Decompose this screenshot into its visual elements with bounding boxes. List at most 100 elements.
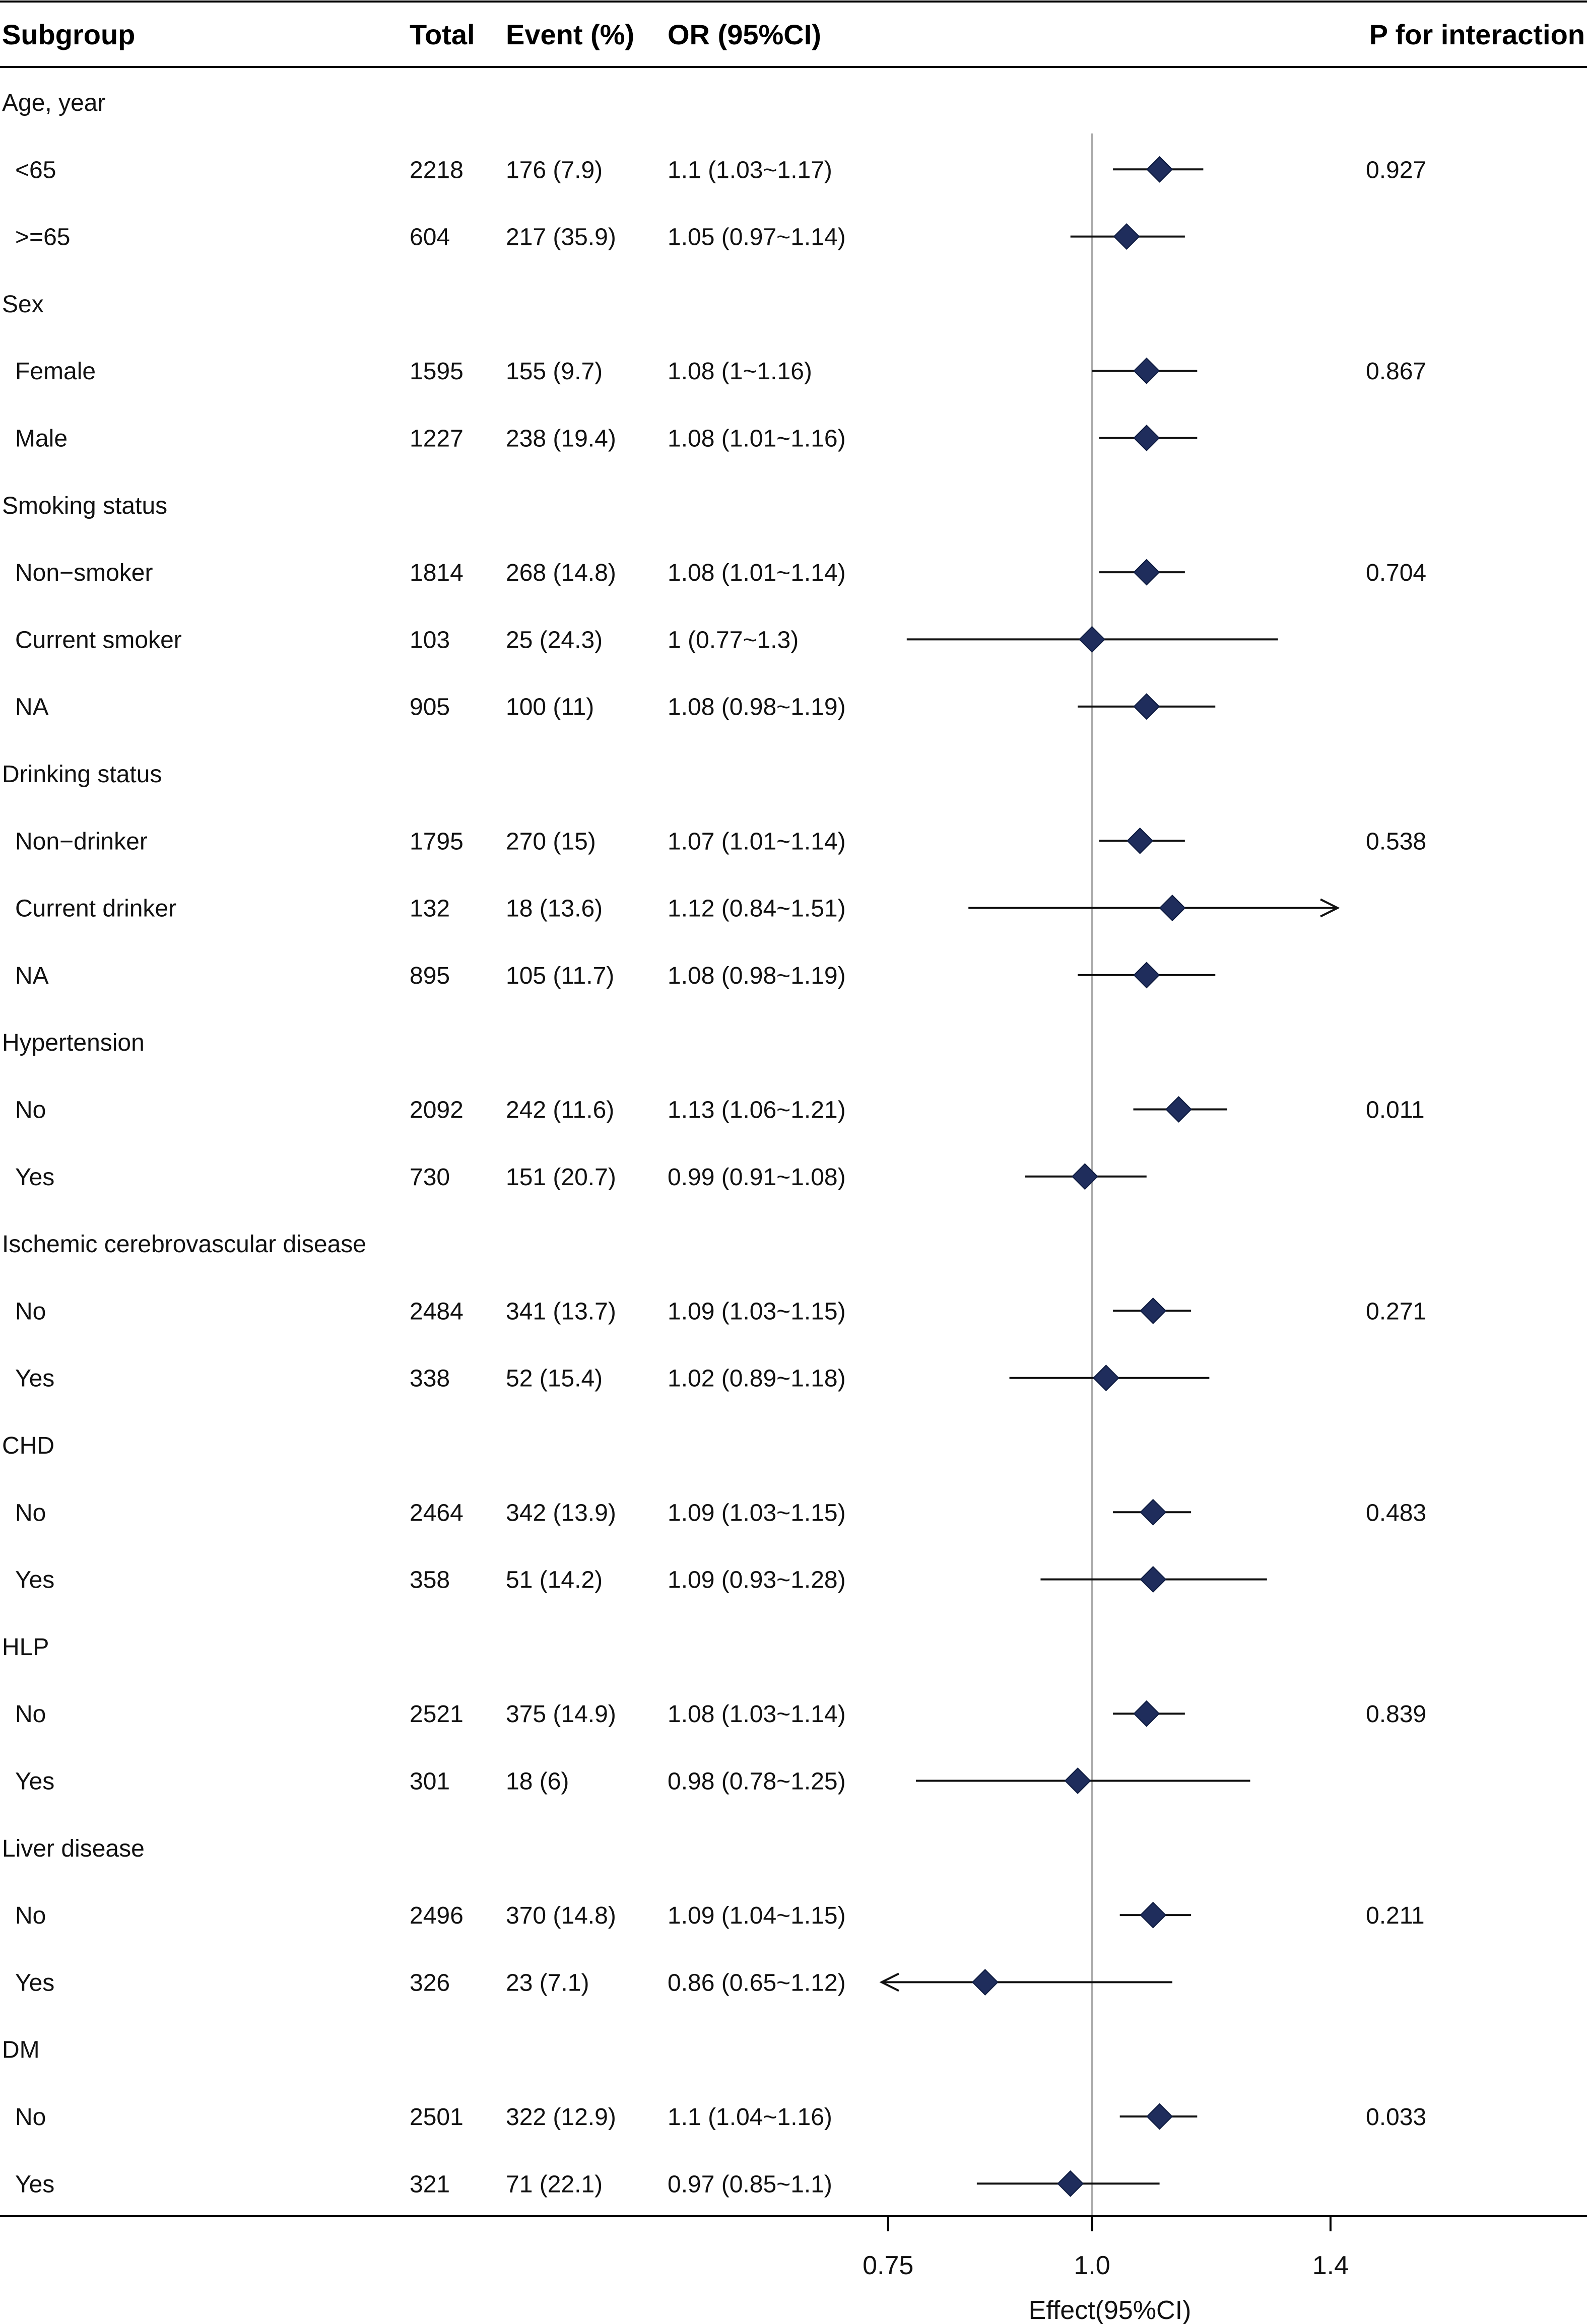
group-label: Ischemic cerebrovascular disease [2,1231,366,1258]
event-cell: 71 (22.1) [506,2171,603,2198]
or-cell: 0.99 (0.91~1.08) [668,1164,846,1191]
total-cell: 1814 [410,560,464,586]
or-marker [971,1968,999,1996]
or-cell: 1.09 (1.04~1.15) [668,1902,846,1929]
or-marker [1133,357,1160,384]
or-marker [1133,693,1160,720]
or-cell: 1.08 (1.01~1.14) [668,560,846,586]
total-cell: 2521 [410,1701,464,1728]
group-label: Sex [2,291,44,318]
event-cell: 23 (7.1) [506,1969,589,1996]
or-marker [1140,1498,1167,1526]
event-cell: 375 (14.9) [506,1701,616,1728]
event-cell: 18 (13.6) [506,896,603,922]
total-cell: 2464 [410,1499,464,1526]
header-event: Event (%) [506,19,634,50]
total-cell: 604 [410,224,450,251]
or-cell: 1.08 (0.98~1.19) [668,694,846,721]
event-cell: 155 (9.7) [506,358,603,385]
or-marker [1057,2170,1084,2197]
or-marker [1127,827,1154,854]
subgroup-label: No [15,1902,46,1929]
x-axis-label: Effect(95%CI) [1029,2296,1192,2324]
event-cell: 341 (13.7) [506,1298,616,1325]
total-cell: 2484 [410,1298,464,1325]
or-cell: 1.12 (0.84~1.51) [668,896,846,922]
x-tick-label: 0.75 [863,2251,913,2280]
or-cell: 1.08 (1.03~1.14) [668,1701,846,1728]
or-marker [1165,1096,1192,1123]
or-marker [1140,1901,1167,1929]
or-cell: 1.13 (1.06~1.21) [668,1097,846,1124]
group-label: Smoking status [2,493,167,519]
subgroup-label: No [15,1701,46,1728]
total-cell: 2218 [410,157,464,183]
or-cell: 1.1 (1.03~1.17) [668,157,832,183]
subgroup-label: Current smoker [15,627,182,653]
total-cell: 2501 [410,2104,464,2131]
header-p-interaction: P for interaction [1369,19,1585,50]
event-cell: 176 (7.9) [506,157,603,183]
ci-arrow-right [1320,898,1340,918]
p-interaction-cell: 0.538 [1366,828,1426,855]
event-cell: 25 (24.3) [506,627,603,653]
or-marker [1133,962,1160,989]
or-cell: 1.09 (0.93~1.28) [668,1567,846,1594]
or-cell: 1.05 (0.97~1.14) [668,224,846,251]
p-interaction-cell: 0.211 [1366,1902,1425,1929]
or-cell: 0.97 (0.85~1.1) [668,2171,832,2198]
total-cell: 905 [410,694,450,721]
event-cell: 151 (20.7) [506,1164,616,1191]
or-marker [1092,1364,1119,1392]
total-cell: 1227 [410,426,464,452]
subgroup-label: No [15,1097,46,1124]
group-label: Drinking status [2,761,162,788]
or-marker [1071,1163,1098,1190]
subgroup-label: Yes [15,2171,54,2198]
subgroup-label: No [15,2104,46,2131]
group-label: HLP [2,1634,49,1661]
p-interaction-cell: 0.271 [1366,1298,1426,1325]
subgroup-label: Yes [15,1768,54,1795]
p-interaction-cell: 0.927 [1366,157,1426,183]
x-axis: 0.75 1.0 1.4 [0,2215,1587,2280]
total-cell: 895 [410,963,450,989]
or-marker [1064,1767,1091,1794]
or-cell: 0.86 (0.65~1.12) [668,1969,846,1996]
total-cell: 730 [410,1164,450,1191]
subgroup-label: Male [15,426,68,452]
event-cell: 342 (13.9) [506,1499,616,1526]
p-interaction-cell: 0.011 [1366,1097,1425,1124]
total-cell: 103 [410,627,450,653]
subgroup-label: No [15,1298,46,1325]
header-or: OR (95%CI) [668,19,821,50]
event-cell: 322 (12.9) [506,2104,616,2131]
subgroup-label: Female [15,358,96,385]
subgroup-label: NA [15,963,49,989]
p-interaction-cell: 0.483 [1366,1499,1426,1526]
x-tick-label: 1.4 [1312,2251,1349,2280]
subgroup-label: NA [15,694,49,721]
event-cell: 51 (14.2) [506,1567,603,1594]
or-marker [1140,1566,1167,1593]
total-cell: 321 [410,2171,450,2198]
table-rows: Age, year <65 2218 176 (7.9) 1.1 (1.03~1.17)… [2,90,1426,2198]
or-cell: 1.1 (1.04~1.16) [668,2104,832,2131]
or-cell: 1.08 (0.98~1.19) [668,963,846,989]
total-cell: 1795 [410,828,464,855]
total-cell: 132 [410,896,450,922]
or-cell: 1 (0.77~1.3) [668,627,799,653]
event-cell: 18 (6) [506,1768,569,1795]
subgroup-label: <65 [15,157,56,183]
or-marker [1113,223,1140,250]
or-marker [1133,1700,1160,1727]
or-marker [1140,1297,1167,1324]
total-cell: 358 [410,1567,450,1594]
header-total: Total [410,19,475,50]
or-marker [1159,895,1186,922]
total-cell: 326 [410,1969,450,1996]
subgroup-label: Yes [15,1164,54,1191]
or-cell: 1.02 (0.89~1.18) [668,1365,846,1392]
subgroup-label: Yes [15,1567,54,1594]
